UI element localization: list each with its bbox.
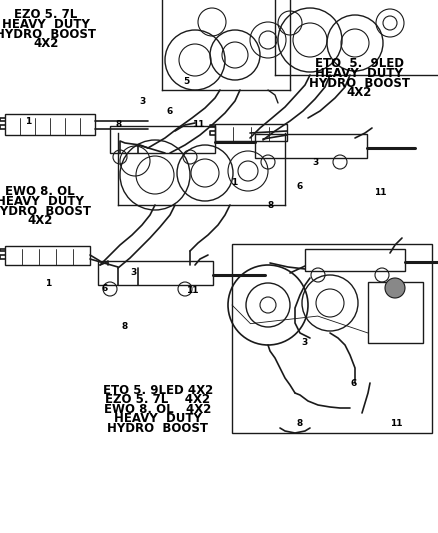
Text: 11: 11: [374, 189, 386, 197]
Text: 11: 11: [390, 419, 403, 428]
Text: 5: 5: [183, 77, 189, 85]
Text: 1: 1: [45, 279, 51, 288]
Text: EWO 8. OL: EWO 8. OL: [6, 185, 75, 198]
Text: ETO 5. 9LED 4X2: ETO 5. 9LED 4X2: [102, 384, 213, 397]
Text: 1: 1: [25, 117, 32, 126]
Text: EWO 8. OL   4X2: EWO 8. OL 4X2: [104, 403, 212, 416]
Text: HYDRO  BOOST: HYDRO BOOST: [0, 205, 91, 217]
Text: 6: 6: [351, 379, 357, 388]
Bar: [5, 114, 95, 135]
Bar: [5, 246, 90, 265]
Text: 6: 6: [102, 285, 108, 293]
Bar: [368, 282, 423, 343]
Text: HEAVY  DUTY: HEAVY DUTY: [0, 195, 84, 208]
Text: 4X2: 4X2: [28, 214, 53, 227]
Text: 11: 11: [192, 120, 204, 129]
Bar: [215, 124, 287, 141]
Text: HYDRO  BOOST: HYDRO BOOST: [309, 77, 410, 90]
Text: EZO 5. 7L    4X2: EZO 5. 7L 4X2: [105, 393, 210, 406]
Text: 8: 8: [115, 120, 121, 129]
Text: 6: 6: [297, 182, 303, 191]
Text: 3: 3: [312, 158, 318, 167]
Text: 8: 8: [268, 201, 274, 209]
Text: HYDRO  BOOST: HYDRO BOOST: [107, 422, 208, 435]
Text: 11: 11: [187, 286, 199, 295]
Bar: [255, 134, 367, 158]
Text: 3: 3: [131, 269, 137, 277]
Text: 3: 3: [139, 97, 145, 106]
Text: HYDRO  BOOST: HYDRO BOOST: [0, 28, 96, 41]
Text: 1: 1: [231, 178, 237, 187]
Text: 8: 8: [122, 322, 128, 330]
Bar: [232, 245, 432, 433]
Text: 3: 3: [301, 338, 307, 346]
Text: HEAVY  DUTY: HEAVY DUTY: [2, 18, 90, 31]
Text: EZO 5. 7L: EZO 5. 7L: [14, 9, 78, 21]
Text: 6: 6: [167, 108, 173, 116]
Bar: [305, 249, 405, 271]
Bar: [98, 261, 213, 285]
Circle shape: [385, 278, 405, 298]
Text: 4X2: 4X2: [33, 37, 59, 50]
Text: ETO  5.  9LED: ETO 5. 9LED: [314, 58, 404, 70]
Text: 4X2: 4X2: [346, 86, 372, 99]
Bar: [110, 126, 215, 153]
Text: HEAVY  DUTY: HEAVY DUTY: [315, 67, 403, 80]
Text: HEAVY  DUTY: HEAVY DUTY: [114, 413, 201, 425]
Text: 8: 8: [297, 419, 303, 428]
